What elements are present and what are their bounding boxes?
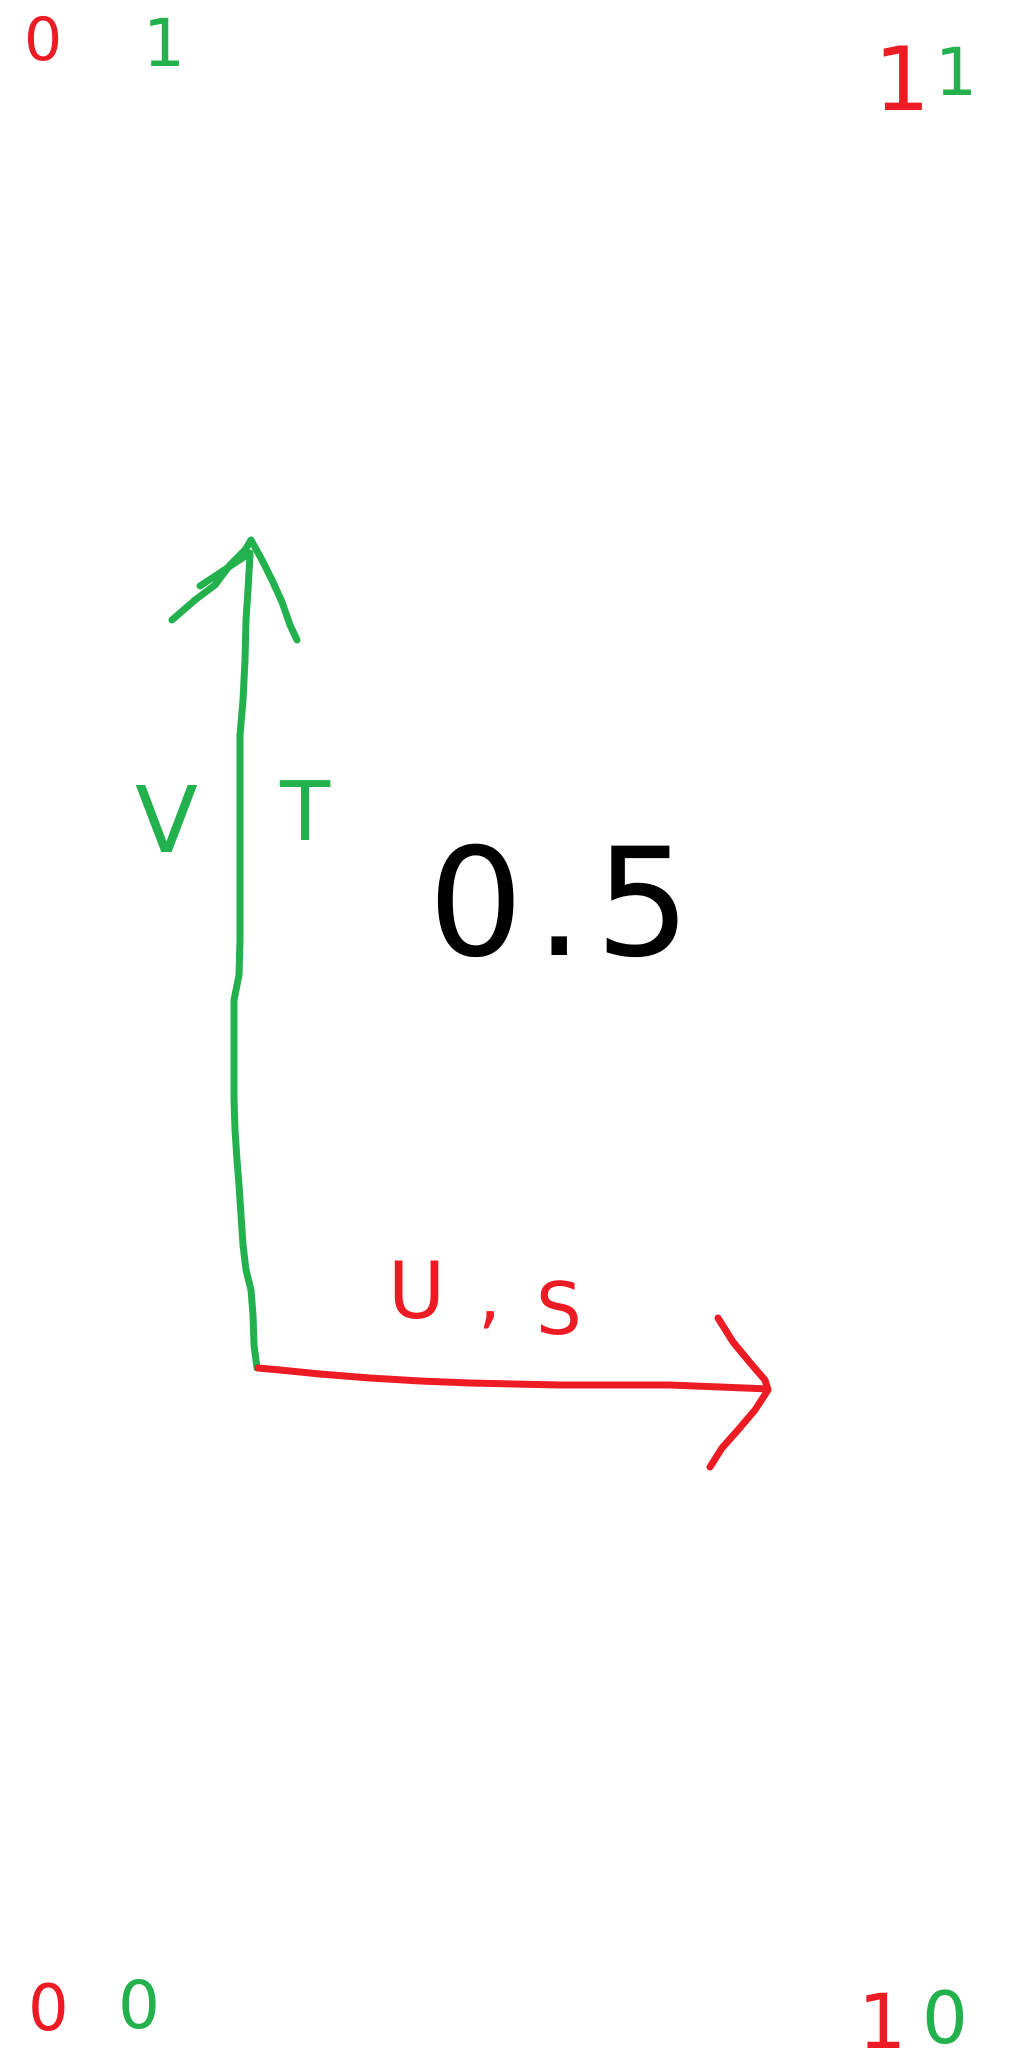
vertical-axis-line (230, 551, 261, 1372)
corner-top-right-first: 1 (874, 28, 930, 131)
horizontal-axis-label-s: S (536, 1267, 582, 1351)
corner-bottom-left-first: 0 (28, 1972, 69, 2046)
vertical-axis-label-t: T (279, 765, 331, 860)
corner-bottom-left-second: 0 (118, 1967, 160, 2044)
vertical-axis-label-v: V (135, 767, 198, 874)
horizontal-axis-label-u: U (388, 1247, 445, 1337)
corner-bottom-right-second: 0 (922, 1976, 968, 2048)
corner-top-left-second: 1 (143, 5, 185, 82)
horizontal-axis-line (254, 1364, 772, 1393)
center-value: 0.5 (428, 817, 703, 991)
vertical-axis (168, 536, 301, 1372)
corner-top-right-second: 1 (935, 34, 977, 111)
vertical-axis-arrowhead (168, 536, 301, 644)
horizontal-axis-arrowhead (706, 1314, 772, 1471)
corner-top-left-first: 0 (24, 5, 62, 75)
horizontal-axis (254, 1314, 772, 1471)
corner-bottom-right-first: 1 (858, 1977, 906, 2048)
horizontal-axis-label-comma: , (478, 1253, 501, 1337)
